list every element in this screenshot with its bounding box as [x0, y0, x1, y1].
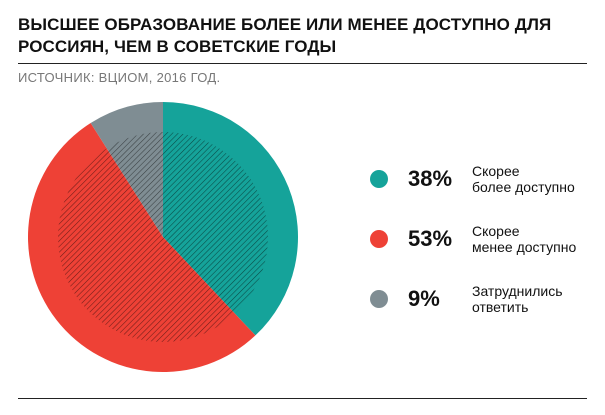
title-divider: [18, 63, 587, 64]
legend-label-line1: Скорее: [472, 223, 520, 239]
legend-dot-teal: [370, 170, 388, 188]
legend-dot-gray: [370, 290, 388, 308]
inner-hatch-ring: [58, 132, 268, 342]
legend: 38% Скорее более доступно 53% Скорее мен…: [370, 160, 600, 340]
legend-label: Скорее более доступно: [472, 163, 592, 195]
legend-item-less-accessible: 53% Скорее менее доступно: [370, 220, 600, 280]
legend-label-line2: ответить: [472, 299, 529, 315]
bottom-divider: [18, 398, 587, 399]
pie-chart: [28, 102, 298, 372]
legend-percent: 9%: [408, 286, 440, 311]
legend-item-undecided: 9% Затруднились ответить: [370, 280, 600, 340]
chart-title: Высшее образование более или менее досту…: [18, 15, 552, 56]
legend-label-line2: более доступно: [472, 179, 575, 195]
legend-percent: 53%: [408, 226, 453, 251]
legend-label: Скорее менее доступно: [472, 223, 592, 255]
legend-label-line1: Затруднились: [472, 283, 563, 299]
legend-label-line1: Скорее: [472, 163, 520, 179]
legend-percent: 38%: [408, 166, 453, 191]
legend-label: Затруднились ответить: [472, 283, 592, 315]
legend-label-line2: менее доступно: [472, 239, 577, 255]
source-caption: ИСТОЧНИК: ВЦИОМ, 2016 ГОД.: [18, 70, 221, 85]
legend-dot-red: [370, 230, 388, 248]
legend-item-more-accessible: 38% Скорее более доступно: [370, 160, 600, 220]
